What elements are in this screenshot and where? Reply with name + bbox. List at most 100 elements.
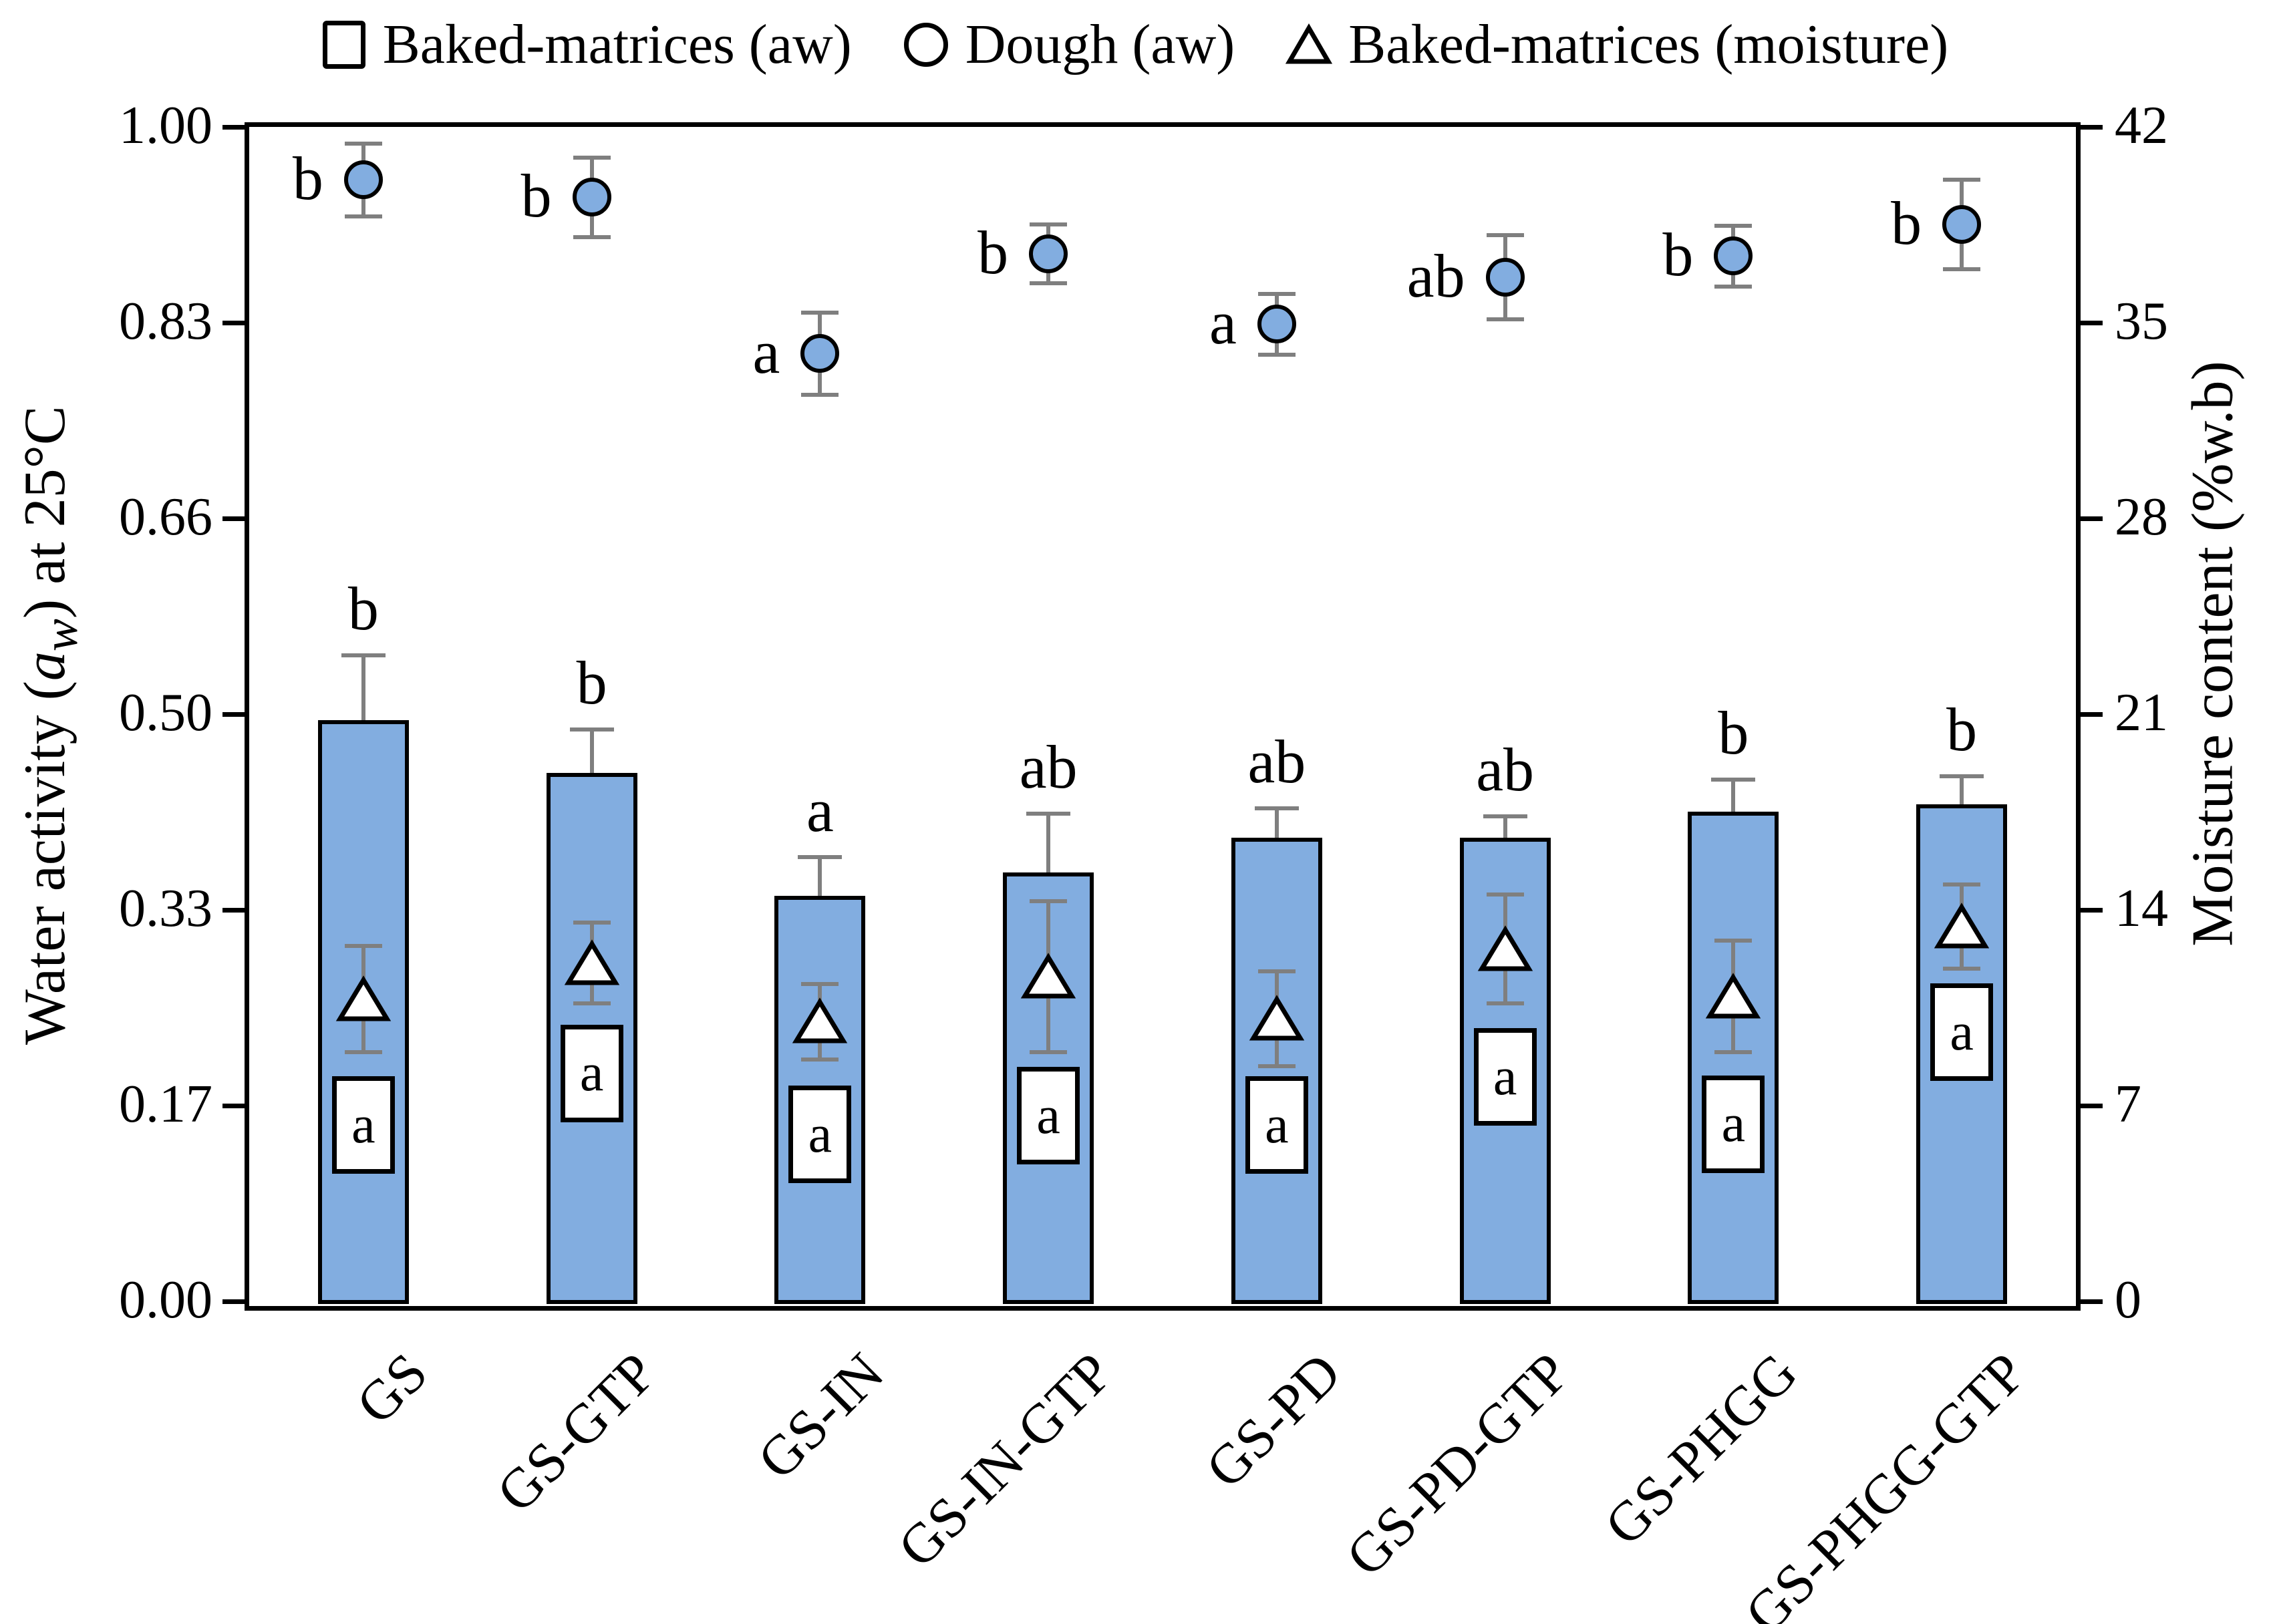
legend-item-baked-aw: Baked-matrices (aw) xyxy=(322,12,852,77)
moisture-triangle-marker xyxy=(1249,995,1305,1041)
bar-error-line xyxy=(1046,814,1051,873)
dough-circle-marker xyxy=(1942,204,1982,244)
y-axis-tick-left xyxy=(222,1104,249,1108)
dough-error-cap-bottom xyxy=(573,235,611,240)
y-tick-label-right: 7 xyxy=(2115,1075,2141,1134)
bar-series-swatch-icon xyxy=(322,20,365,69)
moisture-triangle-marker xyxy=(335,975,392,1021)
x-tick-label: GS-PD-GTP xyxy=(1334,1341,1581,1589)
moisture-letter-box: a xyxy=(1473,1028,1537,1126)
y-axis-tick-right xyxy=(2076,125,2103,130)
moisture-triangle-marker xyxy=(564,939,619,985)
moisture-error-cap-top xyxy=(1486,892,1524,897)
y-tick-label-left: 0.50 xyxy=(119,683,212,742)
x-tick-label: GS-IN xyxy=(746,1341,897,1492)
moisture-letter-box: a xyxy=(1245,1076,1308,1174)
y-tick-label-right: 28 xyxy=(2115,488,2168,546)
moisture-letter-box: a xyxy=(1017,1067,1080,1165)
bar-error-cap xyxy=(1940,774,1984,779)
bar-letter: ab xyxy=(1019,733,1078,802)
right-axis-title: Moisture content (%w.b) xyxy=(2180,361,2246,947)
moisture-error-cap-bottom xyxy=(1714,1050,1753,1055)
y-axis-tick-right xyxy=(2076,516,2103,521)
bar-error-line xyxy=(1960,776,1964,805)
bar-error-cap xyxy=(341,653,386,658)
y-axis-tick-left xyxy=(222,1299,249,1304)
dough-circle-marker xyxy=(1714,236,1753,276)
y-tick-label-left: 0.33 xyxy=(119,879,212,938)
moisture-error-cap-bottom xyxy=(344,1050,382,1055)
bar-error-cap xyxy=(1026,812,1071,816)
bar-error-cap xyxy=(1254,806,1299,810)
bar-error-line xyxy=(1731,780,1736,812)
dough-circle-marker xyxy=(1257,305,1296,344)
y-tick-label-left: 0.00 xyxy=(119,1271,212,1329)
moisture-error-cap-bottom xyxy=(573,1001,611,1006)
y-axis-tick-right xyxy=(2076,1104,2103,1108)
dough-error-cap-top xyxy=(1714,223,1753,228)
dough-error-cap-top xyxy=(1030,222,1068,226)
dough-circle-marker xyxy=(572,178,611,217)
y-tick-label-right: 14 xyxy=(2115,879,2168,938)
moisture-error-cap-bottom xyxy=(1257,1064,1296,1069)
y-tick-label-right: 0 xyxy=(2115,1271,2141,1329)
moisture-error-cap-top xyxy=(1030,899,1068,904)
bar-error-cap xyxy=(798,855,843,860)
legend-item-dough-aw: Dough (aw) xyxy=(903,12,1235,77)
legend: Baked-matrices (aw) Dough (aw) Baked-mat… xyxy=(0,12,2271,77)
bar-error-line xyxy=(589,729,594,773)
dough-error-cap-top xyxy=(1486,232,1524,237)
y-axis-tick-right xyxy=(2076,1299,2103,1304)
legend-label: Dough (aw) xyxy=(965,13,1235,75)
y-tick-label-right: 42 xyxy=(2115,96,2168,155)
dough-letter: b xyxy=(977,218,1009,287)
dough-error-cap-bottom xyxy=(1943,267,1981,271)
circle-marker-icon xyxy=(903,22,948,67)
dough-letter: ab xyxy=(1406,242,1465,311)
y-axis-tick-right xyxy=(2076,321,2103,325)
moisture-triangle-marker xyxy=(792,997,848,1043)
dough-error-cap-bottom xyxy=(1030,281,1068,285)
left-axis-title-var: a xyxy=(13,651,78,681)
y-axis-tick-left xyxy=(222,908,249,913)
y-tick-label-left: 0.83 xyxy=(119,292,212,351)
moisture-letter-box: a xyxy=(331,1076,395,1174)
dough-letter: b xyxy=(1891,188,1922,257)
moisture-error-cap-bottom xyxy=(1030,1050,1068,1055)
dough-letter: b xyxy=(292,144,323,213)
y-axis-tick-left xyxy=(222,125,249,130)
bar-letter: b xyxy=(576,648,607,717)
x-tick-label: GS-GTP xyxy=(484,1341,668,1524)
bar-error-line xyxy=(1503,816,1507,838)
moisture-error-cap-top xyxy=(1714,939,1753,943)
y-tick-label-left: 0.66 xyxy=(119,488,212,546)
y-tick-label-left: 0.17 xyxy=(119,1075,212,1134)
bar-error-line xyxy=(361,655,365,720)
dough-error-cap-top xyxy=(1943,178,1981,182)
dough-error-cap-top xyxy=(344,141,382,146)
bar-error-line xyxy=(1274,808,1279,838)
dough-error-cap-top xyxy=(573,155,611,160)
legend-label: Baked-matrices (aw) xyxy=(382,13,852,75)
moisture-error-cap-top xyxy=(573,920,611,925)
moisture-letter-box: a xyxy=(788,1086,852,1184)
left-axis-title-sub: w xyxy=(33,619,88,652)
bar-error-cap xyxy=(1711,778,1756,782)
moisture-triangle-marker xyxy=(1477,925,1533,971)
bar-letter: b xyxy=(1946,695,1978,764)
y-axis-tick-right xyxy=(2076,908,2103,913)
moisture-error-cap-top xyxy=(344,944,382,949)
moisture-error-cap-top xyxy=(801,981,839,986)
moisture-error-cap-top xyxy=(1943,882,1981,887)
dough-error-cap-bottom xyxy=(344,214,382,218)
legend-item-baked-moisture: Baked-matrices (moisture) xyxy=(1285,12,1948,77)
dough-circle-marker xyxy=(800,334,840,373)
bar xyxy=(1688,811,1779,1304)
bar-letter: b xyxy=(347,575,379,643)
dough-circle-marker xyxy=(343,160,383,200)
moisture-error-cap-bottom xyxy=(1486,1001,1524,1006)
bar-letter: a xyxy=(806,776,834,845)
bar-error-line xyxy=(818,857,822,897)
y-tick-label-right: 35 xyxy=(2115,292,2168,351)
